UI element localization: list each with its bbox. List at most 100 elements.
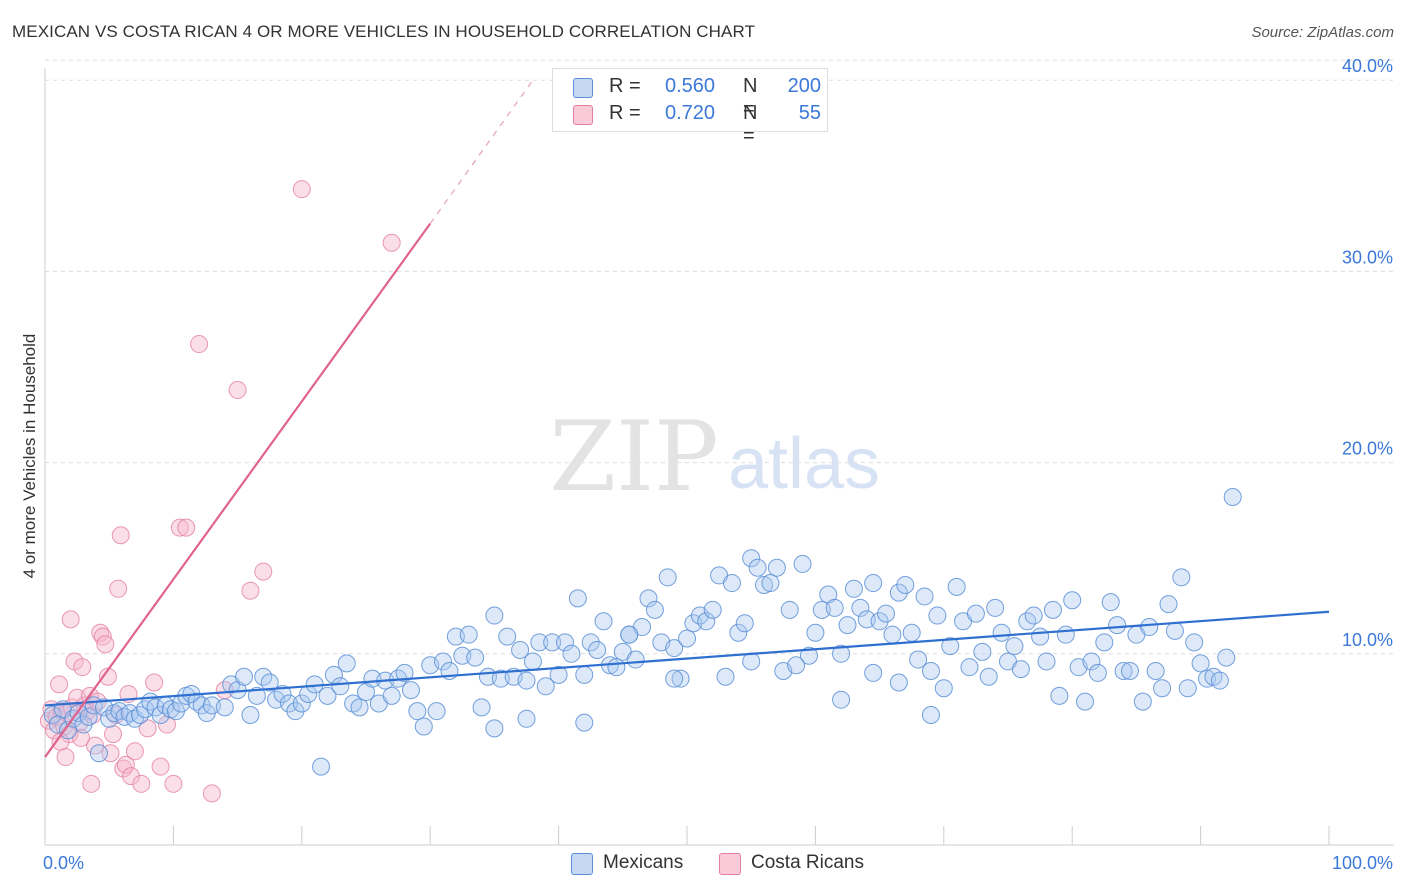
mexican-point: [241, 705, 260, 724]
series-legend: Mexicans Costa Ricans: [571, 852, 891, 876]
mexican-point: [215, 698, 234, 717]
costa-rican-point: [104, 725, 123, 744]
mexican-point: [665, 639, 684, 658]
mexican-point: [511, 640, 530, 659]
mexican-point: [408, 702, 427, 721]
legend-r-value: 0.560: [665, 75, 716, 97]
x-tick-label: 0.0%: [43, 853, 84, 873]
mexican-point: [549, 665, 568, 684]
costa-rican-point: [138, 719, 157, 738]
costa-rican-point: [111, 526, 130, 545]
mexican-point: [273, 684, 292, 703]
costa-rican-point: [50, 675, 69, 694]
costa-rican-point: [56, 748, 75, 767]
mexican-point: [279, 694, 298, 713]
costa-rican-point: [122, 767, 141, 786]
mexican-point: [992, 623, 1011, 642]
mexican-point: [934, 679, 953, 698]
mexican-point: [877, 604, 896, 623]
mexican-point: [1159, 595, 1178, 614]
mexican-point: [1153, 679, 1172, 698]
mexican-point: [517, 709, 536, 728]
mexican-point: [1043, 600, 1062, 619]
mexican-point: [735, 614, 754, 633]
mexican-point: [620, 625, 639, 644]
mexican-point: [742, 652, 761, 671]
mexican-point: [536, 677, 555, 696]
costa-rican-point: [190, 335, 209, 354]
y-tick-label: 10.0%: [1342, 630, 1393, 650]
mexican-point: [1095, 633, 1114, 652]
mexican-point: [472, 698, 491, 717]
mexican-point: [1050, 686, 1069, 705]
mexican-point: [100, 709, 119, 728]
mexican-point: [95, 698, 114, 717]
chart-title: MEXICAN VS COSTA RICAN 4 OR MORE VEHICLE…: [12, 22, 756, 41]
mexican-point: [729, 623, 748, 642]
mexican-point: [575, 665, 594, 684]
mexican-point: [1172, 568, 1191, 587]
mexican-point: [703, 600, 722, 619]
mexican-point: [89, 744, 108, 763]
mexican-point: [575, 713, 594, 732]
legend-n-value: 200: [787, 75, 821, 97]
mexican-point: [523, 652, 542, 671]
mexican-point: [1191, 654, 1210, 673]
mexican-point: [889, 583, 908, 602]
mexican-point: [928, 606, 947, 625]
mexican-point: [434, 652, 453, 671]
mexican-point: [350, 698, 369, 717]
mexican-point: [986, 598, 1005, 617]
costa-rican-point: [164, 774, 183, 793]
mexican-point: [581, 633, 600, 652]
mexican-point: [716, 667, 735, 686]
mexican-point: [588, 640, 607, 659]
legend-r-label: R =: [609, 102, 641, 124]
costa-rican-point: [177, 518, 196, 537]
trendlines: [44, 79, 1330, 758]
mexican-point: [665, 669, 684, 688]
mexican-point: [1056, 625, 1075, 644]
mexican-point: [915, 587, 934, 606]
costa-rican-point: [125, 742, 144, 761]
mexican-point: [43, 705, 62, 724]
legend-swatch-mexicans: [571, 853, 593, 875]
mexican-point: [498, 627, 517, 646]
mexican-point: [755, 575, 774, 594]
mexican-point: [395, 663, 414, 682]
mexican-point: [832, 690, 851, 709]
mexican-point: [1114, 662, 1133, 681]
mexican-point: [671, 669, 690, 688]
mexican-point: [960, 658, 979, 677]
mexican-point: [318, 686, 337, 705]
costa-rican-point: [228, 380, 247, 399]
mexican-point: [1178, 679, 1197, 698]
costa-rican-point: [96, 635, 115, 654]
watermark: ZIP atlas: [549, 401, 880, 513]
mexican-point: [79, 707, 98, 726]
mexican-point: [921, 662, 940, 681]
mexican-point: [1031, 627, 1050, 646]
mexican-point: [825, 598, 844, 617]
legend-r-value: 0.720: [665, 102, 716, 124]
legend-n-label: N =: [743, 75, 758, 120]
mexican-point: [979, 667, 998, 686]
mexican-point: [1082, 652, 1101, 671]
mexican-point: [312, 757, 331, 776]
mexican-point: [235, 667, 254, 686]
mexican-point: [947, 577, 966, 596]
mexican-point: [1133, 692, 1152, 711]
costa-rican-point: [151, 757, 170, 776]
mexican-point: [1217, 648, 1236, 667]
mexican-point: [761, 574, 780, 593]
watermark-zip: ZIP: [549, 401, 718, 513]
mexican-point: [832, 644, 851, 663]
mexican-point: [902, 623, 921, 642]
y-tick-label: 30.0%: [1342, 247, 1393, 267]
legend-label-mexicans: Mexicans: [603, 852, 684, 873]
mexican-point: [331, 677, 350, 696]
costa-rican-point: [254, 562, 273, 581]
mexican-point: [427, 702, 446, 721]
mexican-point: [247, 686, 266, 705]
